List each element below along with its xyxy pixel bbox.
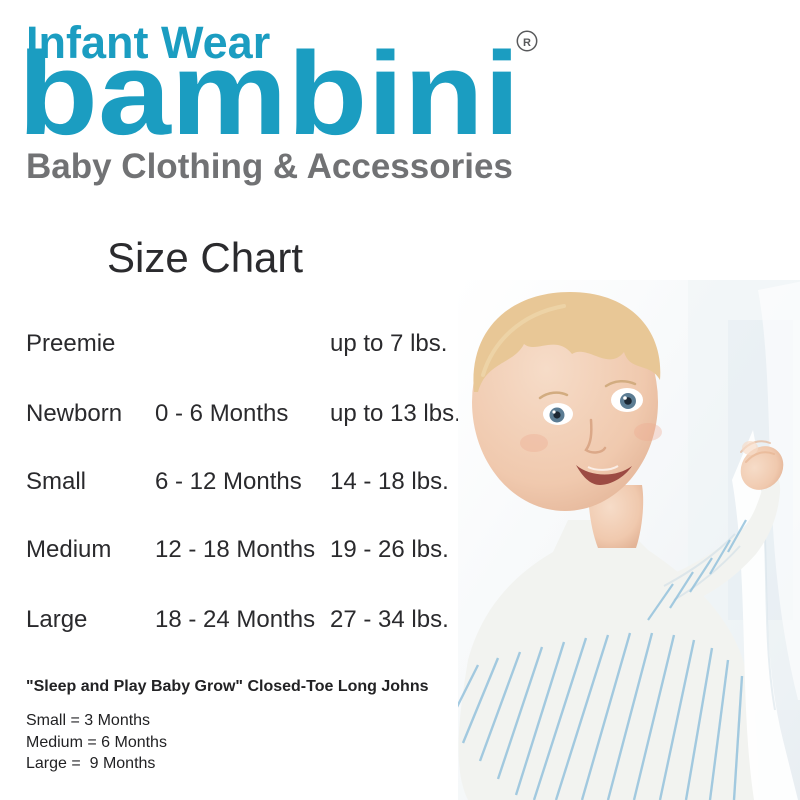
svg-text:R: R [523, 37, 531, 49]
